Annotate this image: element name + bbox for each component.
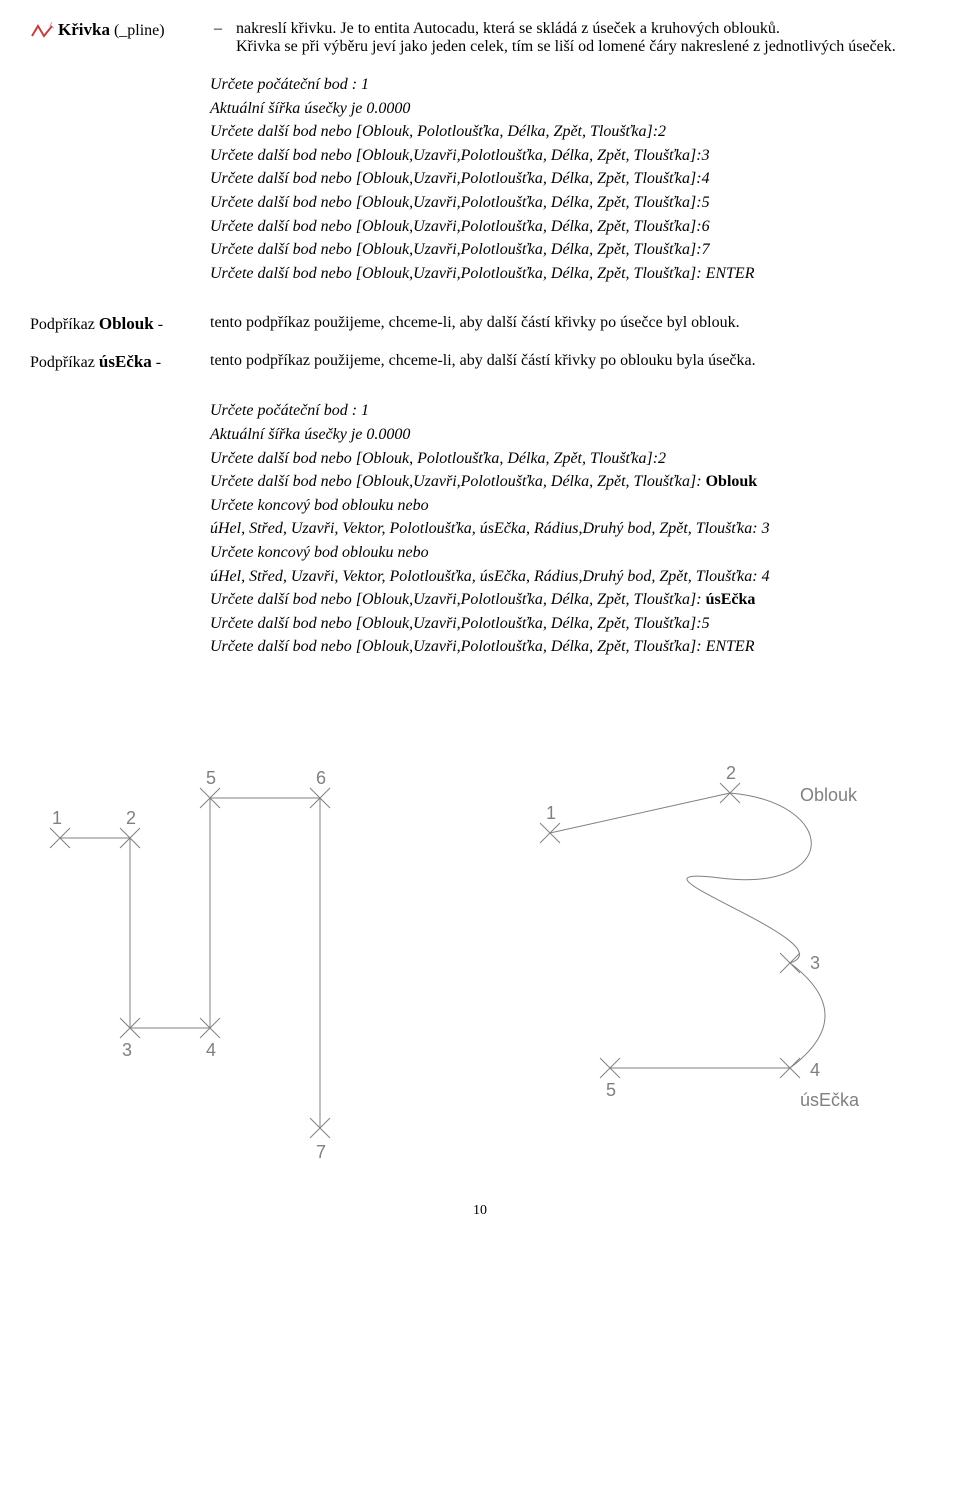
b2-l9a: Určete další bod nebo [Oblouk,Uzavři,Pol…	[210, 591, 706, 608]
svg-text:7: 7	[316, 1142, 326, 1158]
subcommand-oblouk: Podpříkaz Oblouk - tento podpříkaz použi…	[30, 314, 930, 334]
diagram-left: 1 2 3 4 5 6 7	[30, 738, 410, 1163]
b1-l1: Určete počáteční bod : 1	[210, 74, 930, 96]
command-block-2: Určete počáteční bod : 1 Aktuální šířka …	[210, 400, 930, 658]
b2-l6: úHel, Střed, Uzavři, Vektor, Polotloušťk…	[210, 518, 930, 540]
svg-text:1: 1	[52, 808, 62, 828]
svg-text:2: 2	[126, 808, 136, 828]
b1-l6: Určete další bod nebo [Oblouk,Uzavři,Pol…	[210, 192, 930, 214]
b2-l5: Určete koncový bod oblouku nebo	[210, 495, 930, 517]
svg-text:4: 4	[810, 1060, 820, 1080]
svg-text:Oblouk: Oblouk	[800, 785, 858, 805]
b1-l8: Určete další bod nebo [Oblouk,Uzavři,Pol…	[210, 239, 930, 261]
b2-l10: Určete další bod nebo [Oblouk,Uzavři,Pol…	[210, 613, 930, 635]
svg-text:5: 5	[606, 1080, 616, 1100]
b1-l7: Určete další bod nebo [Oblouk,Uzavři,Pol…	[210, 216, 930, 238]
svg-text:4: 4	[206, 1040, 216, 1060]
page-number: 10	[30, 1203, 930, 1219]
b2-l8: úHel, Střed, Uzavři, Vektor, Polotloušťk…	[210, 566, 930, 588]
sub1-prefix: Podpříkaz	[30, 316, 99, 333]
b1-l4: Určete další bod nebo [Oblouk,Uzavři,Pol…	[210, 145, 930, 167]
b1-l9: Určete další bod nebo [Oblouk,Uzavři,Pol…	[210, 263, 930, 285]
sub2-desc: tento podpříkaz použijeme, chceme-li, ab…	[210, 352, 930, 372]
b1-l5: Určete další bod nebo [Oblouk,Uzavři,Pol…	[210, 168, 930, 190]
sub1-desc: tento podpříkaz použijeme, chceme-li, ab…	[210, 314, 930, 334]
svg-text:6: 6	[316, 768, 326, 788]
diagram-row: 1 2 3 4 5 6 7 1 2 3 4 5 Oblouk úsEčka	[30, 738, 930, 1163]
desc-line2: Křivka se při výběru jeví jako jeden cel…	[236, 38, 896, 55]
dash: –	[208, 20, 228, 38]
sub2-suffix: -	[152, 354, 161, 371]
header-row: Křivka (_pline) – nakreslí křivku. Je to…	[30, 20, 930, 56]
sub1-suffix: -	[154, 316, 163, 333]
svg-text:1: 1	[546, 803, 556, 823]
desc-line1: nakreslí křivku. Je to entita Autocadu, …	[236, 20, 780, 37]
sub2-cmd: úsEčka	[99, 352, 152, 371]
svg-text:3: 3	[122, 1040, 132, 1060]
b2-l4b: Oblouk	[706, 473, 758, 490]
b2-l9: Určete další bod nebo [Oblouk,Uzavři,Pol…	[210, 589, 930, 611]
b2-l4: Určete další bod nebo [Oblouk,Uzavři,Pol…	[210, 471, 930, 493]
svg-text:5: 5	[206, 768, 216, 788]
subcommand-usecka: Podpříkaz úsEčka - tento podpříkaz použi…	[30, 352, 930, 372]
svg-text:3: 3	[810, 953, 820, 973]
title-cell: Křivka (_pline)	[58, 20, 208, 40]
sub2-prefix: Podpříkaz	[30, 354, 99, 371]
b2-l4a: Určete další bod nebo [Oblouk,Uzavři,Pol…	[210, 473, 706, 490]
sub2-label: Podpříkaz úsEčka -	[30, 352, 210, 372]
b2-l9b: úsEčka	[706, 591, 756, 608]
title-paren: (_pline)	[114, 22, 165, 39]
command-block-1: Určete počáteční bod : 1 Aktuální šířka …	[210, 74, 930, 284]
header-desc: nakreslí křivku. Je to entita Autocadu, …	[236, 20, 896, 56]
svg-text:2: 2	[726, 763, 736, 783]
sub1-cmd: Oblouk	[99, 314, 154, 333]
b1-l3: Určete další bod nebo [Oblouk, Polotlouš…	[210, 121, 930, 143]
b1-l2: Aktuální šířka úsečky je 0.0000	[210, 98, 930, 120]
title-text: Křivka	[58, 20, 110, 39]
b2-l7: Určete koncový bod oblouku nebo	[210, 542, 930, 564]
pline-icon	[30, 20, 58, 45]
svg-text:úsEčka: úsEčka	[800, 1090, 860, 1110]
diagram-right: 1 2 3 4 5 Oblouk úsEčka	[490, 738, 930, 1163]
b2-l3: Určete další bod nebo [Oblouk, Polotlouš…	[210, 448, 930, 470]
sub1-label: Podpříkaz Oblouk -	[30, 314, 210, 334]
b2-l1: Určete počáteční bod : 1	[210, 400, 930, 422]
b2-l11: Určete další bod nebo [Oblouk,Uzavři,Pol…	[210, 636, 930, 658]
b2-l2: Aktuální šířka úsečky je 0.0000	[210, 424, 930, 446]
